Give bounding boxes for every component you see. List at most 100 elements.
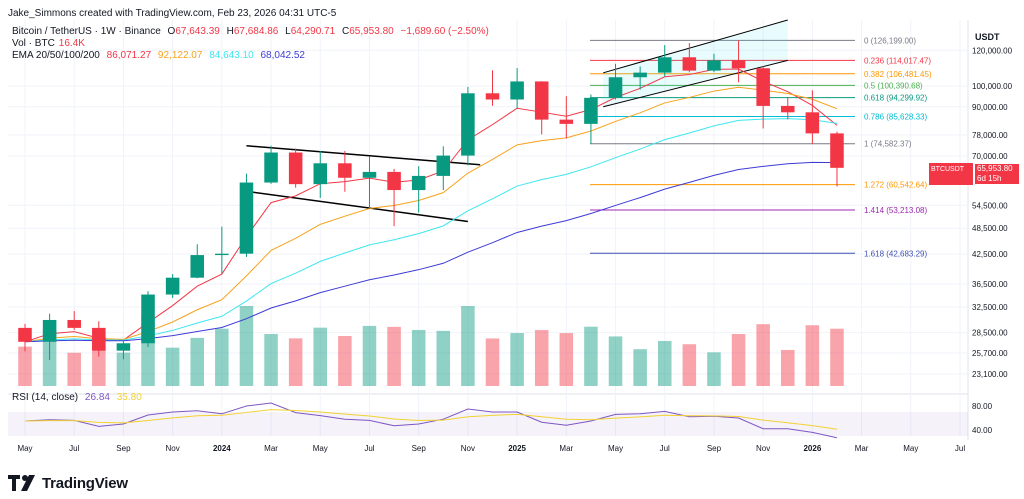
price-tick-label: 54,500.00: [972, 201, 1008, 210]
volume-bar: [534, 330, 549, 386]
fib-label: 1.414 (53,213.08): [864, 206, 927, 215]
candle-body: [780, 105, 795, 113]
tradingview-logo[interactable]: TradingView: [8, 473, 128, 493]
time-tick-label: Mar: [559, 444, 573, 453]
ema50-line: [24, 86, 838, 343]
fib-label: 1.618 (42,683.29): [864, 249, 927, 258]
time-axis[interactable]: May Jul Sep Nov 2024 Mar May Jul Sep Nov 2025 Mar Ma…: [17, 444, 965, 453]
candle-body: [534, 81, 549, 120]
candle-body: [67, 319, 81, 328]
close-value: 65,953.80: [349, 26, 394, 37]
candle-body: [756, 68, 770, 106]
channel-upper-line: [603, 19, 788, 74]
volume-bar: [411, 329, 426, 386]
time-tick-label: Mar: [855, 444, 869, 453]
volume-bar: [756, 324, 770, 386]
rsi-pane: 80.00 40.00: [8, 402, 993, 439]
candle-body: [461, 93, 475, 156]
volume-bar: [633, 349, 647, 386]
volume-bar: [215, 328, 229, 386]
fib-label: 0.382 (106,481.45): [864, 70, 932, 79]
ema-legend: EMA 20/50/100/200 86,071.27 92,122.07 84…: [12, 50, 305, 61]
symbol-ohlc-line: Bitcoin / TetherUS · 1W · Binance O67,64…: [12, 26, 489, 37]
rsi-tick-label: 40.00: [972, 426, 993, 435]
volume-bar: [18, 346, 32, 386]
triangle-lower-line: [246, 190, 468, 223]
volume-bar: [657, 340, 672, 386]
volume-bar: [461, 306, 475, 386]
rsi-legend: RSI (14, close) 26.84 35.80: [12, 392, 142, 403]
volume-bar: [485, 338, 500, 386]
fib-label: 0.5 (100,390.68): [864, 81, 923, 90]
volume-bar: [362, 325, 377, 386]
price-tick-label: 25,700.00: [972, 349, 1008, 358]
candle-body: [387, 171, 401, 191]
price-tick-label: 23,100.00: [972, 370, 1008, 379]
price-tick-label: 120,000.00: [972, 46, 1013, 55]
time-tick-label: Jul: [69, 444, 79, 453]
author-line: Jake_Simmons created with TradingView.co…: [8, 8, 337, 19]
fib-label: 1.272 (60,542.64): [864, 181, 927, 190]
candle-body: [18, 327, 32, 342]
volume-bar: [731, 334, 746, 386]
time-tick-label: Jul: [660, 444, 670, 453]
high-value: 67,684.86: [233, 26, 279, 37]
candle-body: [190, 255, 205, 278]
price-tick-label: 36,500.00: [972, 280, 1008, 289]
rsi-value: 26.84: [84, 392, 110, 403]
volume-bar: [780, 349, 795, 386]
volume-bar: [559, 333, 574, 386]
candle-body: [608, 77, 623, 98]
volume-bar: [288, 338, 303, 386]
time-tick-label: 2024: [213, 444, 231, 453]
last-price-tag: BTCUSDT 65,953.80 6d 15h: [929, 163, 1019, 185]
candle-body: [313, 163, 328, 185]
candle-body: [805, 112, 820, 134]
time-tick-label: May: [313, 444, 328, 453]
volume-bar: [165, 347, 180, 386]
rsi-line: [24, 402, 838, 439]
time-tick-label: Sep: [116, 444, 131, 453]
price-tick-label: 32,500.00: [972, 303, 1008, 312]
candle-body: [584, 97, 598, 124]
candle-body: [165, 277, 180, 295]
candle-body: [485, 93, 500, 100]
volume-bar: [67, 352, 81, 386]
volume-bar: [338, 336, 352, 386]
time-tick-label: Sep: [412, 444, 427, 453]
rsi-ma-value: 35.80: [116, 392, 142, 403]
fib-label: 1 (74,582.37): [864, 140, 912, 149]
candle-body: [707, 60, 721, 71]
time-tick-label: Nov: [461, 444, 475, 453]
time-tick-label: Nov: [166, 444, 180, 453]
time-tick-label: 2026: [803, 444, 821, 453]
ema50-value: 92,122.07: [157, 50, 203, 61]
candle-body: [436, 155, 451, 176]
price-tag-price: 65,953.80: [975, 164, 1019, 174]
price-axis[interactable]: 120,000.00 100,000.00 90,000.00 78,000.00 70…: [972, 46, 1013, 379]
time-tick-label: Jul: [955, 444, 965, 453]
tradingview-wordmark: TradingView: [42, 474, 128, 492]
time-tick-label: May: [903, 444, 918, 453]
volume-bar: [805, 325, 820, 386]
ema100-value: 84,643.10: [209, 50, 254, 61]
change-value: −1,689.60 (−2.50%): [400, 26, 489, 37]
tradingview-icon: [8, 475, 35, 491]
open-value: 67,643.39: [175, 26, 220, 37]
volume-bar: [387, 326, 401, 386]
candle-body: [338, 163, 352, 178]
time-tick-label: Sep: [707, 444, 722, 453]
volume-bar: [682, 344, 697, 386]
volume-bars: [18, 306, 844, 386]
fib-label: 0.618 (94,299.92): [864, 94, 927, 103]
volume-bar: [264, 334, 278, 386]
ema20-value: 86,071.27: [106, 50, 152, 61]
price-tick-label: 48,500.00: [972, 224, 1008, 233]
candle-body: [731, 60, 746, 69]
price-tick-label: 42,500.00: [972, 250, 1008, 259]
ema200-value: 68,042.52: [260, 50, 305, 61]
candle-body: [510, 81, 524, 100]
channel-lower-line: [603, 59, 788, 108]
price-tick-label: 100,000.00: [972, 82, 1013, 91]
